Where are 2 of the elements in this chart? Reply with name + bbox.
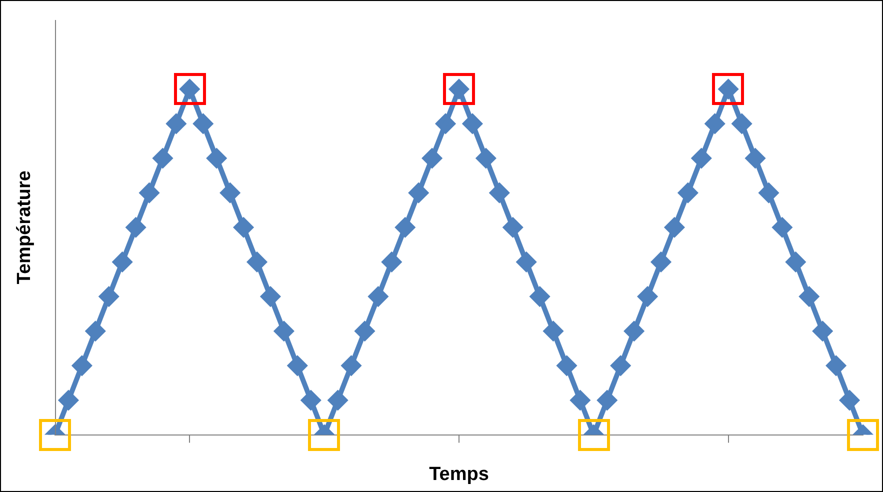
y-axis-title: Température	[14, 170, 36, 284]
x-axis-title: Temps	[429, 464, 489, 485]
